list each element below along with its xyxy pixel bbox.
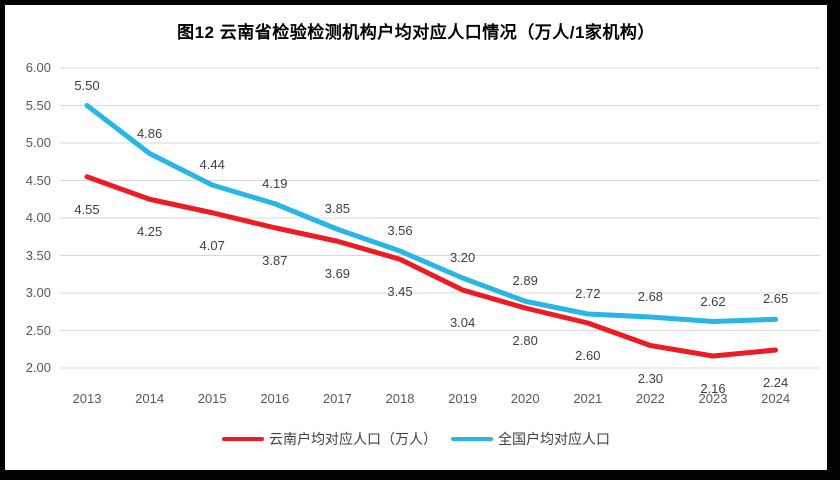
data-label: 4.25: [136, 224, 163, 240]
data-label: 2.62: [700, 293, 726, 309]
data-label: 3.56: [387, 223, 413, 238]
y-tick-label: 6.00: [25, 60, 51, 75]
x-tick-label: 2015: [197, 391, 227, 406]
y-tick-label: 5.50: [25, 97, 51, 113]
data-label: 2.72: [575, 286, 601, 301]
legend-item-yunnan: 云南户均对应人口（万人）: [222, 429, 437, 449]
data-label: 2.16: [700, 381, 726, 396]
x-tick-label: 2024: [761, 391, 791, 406]
data-label: 5.50: [74, 77, 100, 93]
data-label: 2.65: [762, 291, 789, 307]
data-label: 4.07: [199, 237, 225, 253]
data-label: 3.85: [324, 201, 351, 217]
series-line-yunnan: [84, 174, 779, 359]
data-label: 3.87: [262, 252, 288, 268]
x-tick-label: 2018: [385, 391, 415, 406]
data-label: 2.68: [637, 289, 664, 304]
legend: 云南户均对应人口（万人） 全国户均对应人口: [5, 429, 827, 449]
data-label: 4.19: [262, 175, 288, 191]
data-label: 2.80: [512, 333, 538, 348]
x-tick-label: 2021: [573, 391, 603, 406]
legend-label-national: 全国户均对应人口: [498, 431, 610, 447]
yunnan-line-swatch: [222, 437, 264, 441]
data-label: 4.86: [136, 125, 163, 141]
data-label: 2.89: [512, 273, 538, 289]
y-tick-label: 2.50: [25, 322, 51, 338]
legend-label-yunnan: 云南户均对应人口（万人）: [269, 431, 437, 447]
data-label: 4.55: [74, 201, 100, 217]
data-label: 3.69: [324, 266, 351, 282]
data-label: 4.44: [199, 157, 225, 172]
y-tick-label: 3.50: [25, 247, 51, 263]
legend-item-national: 全国户均对应人口: [451, 429, 610, 449]
y-tick-label: 4.00: [25, 210, 51, 225]
y-tick-label: 4.50: [25, 172, 51, 188]
y-tick-label: 5.00: [25, 135, 51, 150]
data-label: 2.24: [762, 375, 789, 390]
plot-area: [60, 67, 820, 369]
x-tick-label: 2017: [322, 391, 352, 406]
data-label: 2.30: [637, 370, 664, 386]
x-tick-label: 2016: [260, 391, 290, 406]
y-tick-label: 2.00: [25, 360, 51, 375]
x-tick-label: 2019: [448, 391, 478, 406]
series-line-national: [84, 103, 779, 324]
data-label: 3.04: [449, 315, 476, 330]
national-line-swatch: [451, 437, 493, 441]
data-label: 3.20: [449, 250, 476, 265]
chart-title: 图12 云南省检验检测机构户均对应人口情况（万人/1家机构）: [177, 23, 655, 42]
x-tick-label: 2014: [135, 391, 165, 406]
y-tick-label: 3.00: [25, 285, 51, 300]
data-label: 3.45: [387, 284, 413, 300]
x-tick-label: 2020: [510, 391, 540, 406]
data-label: 2.60: [575, 348, 601, 363]
x-tick-label: 2013: [72, 391, 102, 406]
x-tick-label: 2022: [635, 391, 665, 406]
x-tick-label: 2023: [698, 391, 728, 406]
